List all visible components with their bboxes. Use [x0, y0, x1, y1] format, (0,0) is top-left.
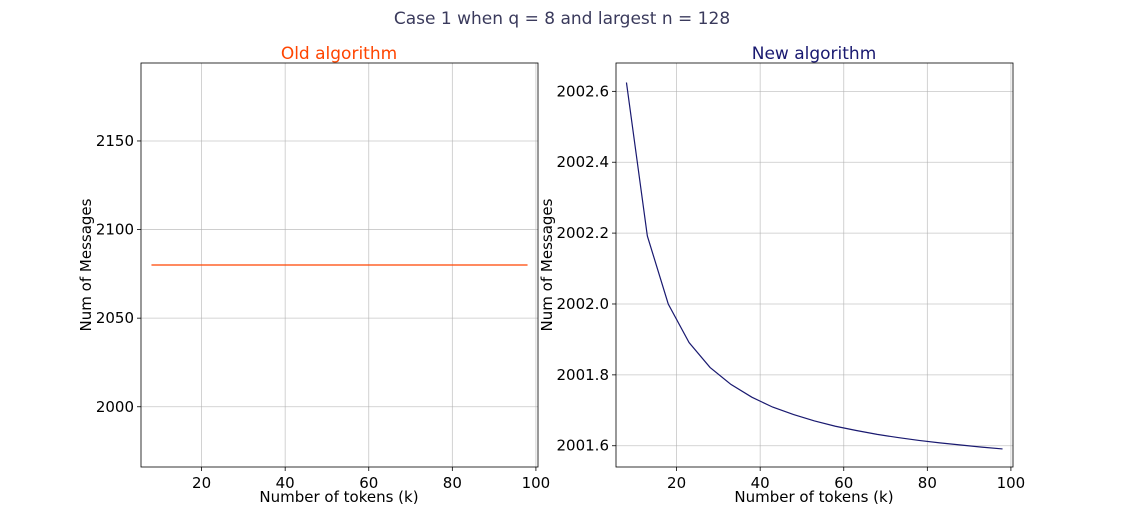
y-tick-label: 2002.6 [557, 82, 610, 100]
x-tick-label: 80 [918, 474, 937, 492]
y-tick-label: 2150 [96, 132, 134, 150]
x-tick-label: 80 [443, 474, 462, 492]
y-tick-label: 2000 [96, 398, 134, 416]
y-tick-label: 2050 [96, 309, 134, 327]
x-tick-label: 40 [276, 474, 295, 492]
series-line [625, 82, 1003, 450]
x-tick-label: 60 [359, 474, 378, 492]
x-tick-label: 100 [997, 474, 1026, 492]
y-tick-label: 2001.8 [557, 366, 610, 384]
plot-frame [615, 62, 1014, 468]
y-tick-label: 2001.6 [557, 437, 610, 455]
y-tick-label: 2002.0 [557, 295, 610, 313]
figure-suptitle: Case 1 when q = 8 and largest n = 128 [394, 9, 730, 29]
y-tick-label: 2100 [96, 221, 134, 239]
new-algorithm-chart: New algorithm 20 40 60 80 100 2001.6 2001.8 200… [538, 44, 1025, 506]
x-axis-label: Number of tokens (k) [259, 488, 418, 506]
old-algorithm-chart: Old algorithm 20 40 60 80 100 2000 2050 2100 215… [77, 44, 550, 506]
x-tick-label: 100 [522, 474, 551, 492]
chart-title: New algorithm [752, 44, 877, 64]
chart-title: Old algorithm [281, 44, 397, 64]
plot-frame [140, 62, 539, 468]
x-tick-label: 20 [667, 474, 686, 492]
x-axis-label: Number of tokens (k) [734, 488, 893, 506]
y-tick-label: 2002.2 [557, 224, 610, 242]
x-tick-label: 60 [834, 474, 853, 492]
x-tick-label: 20 [192, 474, 211, 492]
x-tick-label: 40 [751, 474, 770, 492]
y-tick-label: 2002.4 [557, 153, 610, 171]
y-axis-label: Num of Messages [77, 198, 95, 331]
y-axis-label: Num of Messages [538, 198, 556, 331]
